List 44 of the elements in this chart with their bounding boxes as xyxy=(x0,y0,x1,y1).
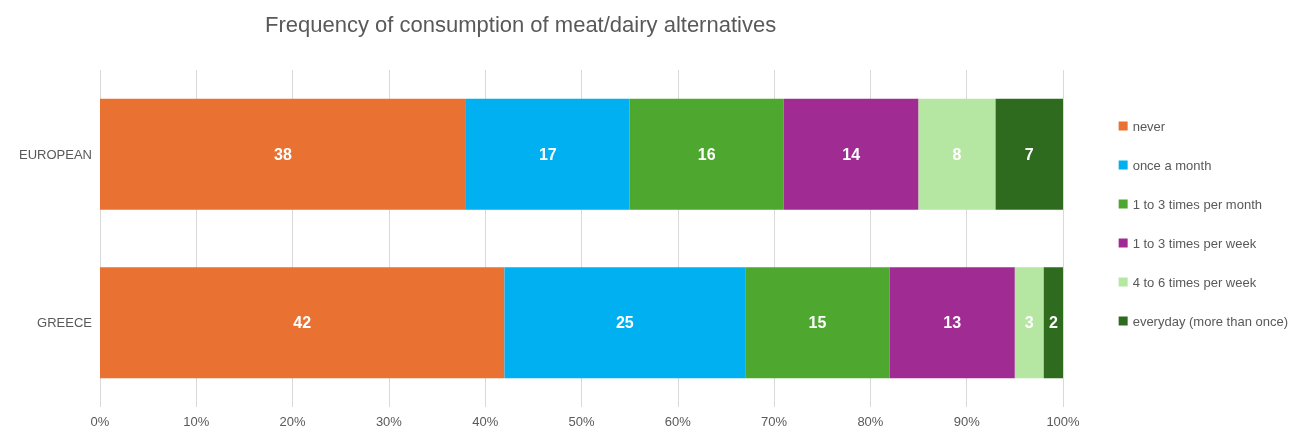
bar xyxy=(1014,267,1044,379)
bar xyxy=(100,98,466,210)
data-label: 25 xyxy=(615,314,634,332)
bar xyxy=(100,267,505,379)
data-label: 38 xyxy=(274,145,292,163)
bar xyxy=(629,98,784,210)
data-label: 7 xyxy=(1024,145,1034,163)
x-tick-label: 30% xyxy=(375,414,403,429)
bar xyxy=(918,98,996,210)
bar xyxy=(995,98,1063,210)
y-tick-label: GREECE xyxy=(37,315,93,331)
legend-label: 1 to 3 times per month xyxy=(1132,196,1262,212)
x-tick-label: 60% xyxy=(664,414,692,429)
data-label: 17 xyxy=(538,145,557,163)
bar xyxy=(465,98,630,210)
x-tick-label: 50% xyxy=(568,414,595,429)
data-label: 2 xyxy=(1048,314,1058,332)
legend-label: never xyxy=(1132,118,1166,134)
legend-label: once a month xyxy=(1132,157,1212,173)
bar xyxy=(889,267,1015,379)
legend-label: everyday (more than once) xyxy=(1132,313,1289,329)
bar xyxy=(745,267,890,379)
bar xyxy=(1043,267,1063,379)
data-label: 16 xyxy=(697,145,716,163)
x-tick-label: 20% xyxy=(279,414,307,429)
x-tick-label: 70% xyxy=(761,414,788,429)
bar xyxy=(783,98,919,210)
x-tick-label: 40% xyxy=(472,414,499,429)
data-label: 8 xyxy=(952,145,962,163)
data-label: 15 xyxy=(808,314,827,332)
data-label: 42 xyxy=(293,314,312,332)
legend-label: 1 to 3 times per week xyxy=(1132,235,1257,251)
x-tick-label: 10% xyxy=(183,414,210,429)
x-tick-label: 90% xyxy=(953,414,981,429)
chart-title: Frequency of consumption of meat/dairy alternatives xyxy=(265,11,777,37)
data-label: 13 xyxy=(943,314,962,332)
x-tick-label: 80% xyxy=(857,414,884,429)
bar xyxy=(504,267,746,379)
legend-label: 4 to 6 times per week xyxy=(1132,274,1257,290)
x-tick-label: 100% xyxy=(1046,414,1081,429)
x-tick-label: 0% xyxy=(90,414,110,429)
y-tick-label: EUROPEAN xyxy=(19,146,92,162)
data-label: 3 xyxy=(1024,314,1034,332)
data-label: 14 xyxy=(842,145,861,163)
